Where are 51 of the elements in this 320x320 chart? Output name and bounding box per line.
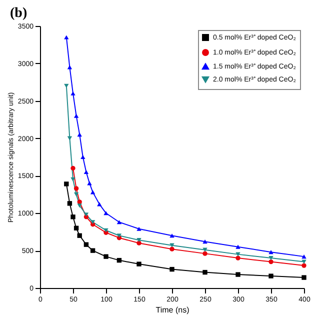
point xyxy=(70,214,76,220)
point xyxy=(116,234,122,238)
point xyxy=(80,154,86,160)
point xyxy=(77,204,82,208)
point xyxy=(202,270,208,275)
point xyxy=(136,262,142,266)
point xyxy=(74,186,79,191)
point xyxy=(64,182,69,186)
point xyxy=(170,266,174,272)
point xyxy=(136,240,142,246)
point xyxy=(77,233,82,238)
point xyxy=(302,263,306,268)
point xyxy=(74,226,79,230)
point xyxy=(70,166,76,171)
point xyxy=(302,275,306,280)
point xyxy=(136,226,142,231)
point xyxy=(136,238,142,242)
point xyxy=(170,246,174,252)
point xyxy=(202,240,208,244)
point xyxy=(104,254,108,259)
point xyxy=(67,65,72,70)
point xyxy=(64,35,69,40)
point xyxy=(64,84,69,88)
point xyxy=(116,220,122,224)
point xyxy=(236,244,240,249)
point xyxy=(268,274,274,278)
point xyxy=(70,177,76,182)
point xyxy=(77,132,82,137)
point xyxy=(268,259,274,264)
point xyxy=(74,192,79,196)
point xyxy=(236,272,240,277)
point xyxy=(268,250,274,254)
point xyxy=(74,114,79,118)
point xyxy=(84,170,89,174)
point xyxy=(90,190,96,194)
point xyxy=(84,212,89,217)
chart-title: (b) xyxy=(10,6,28,21)
point xyxy=(268,256,274,260)
point xyxy=(70,91,76,96)
x-axis-title: Time (ns) xyxy=(156,306,190,314)
point xyxy=(90,248,96,253)
point xyxy=(84,242,89,247)
point xyxy=(302,254,306,259)
point xyxy=(67,201,72,206)
point xyxy=(90,220,96,224)
point xyxy=(97,202,102,206)
point xyxy=(170,234,174,238)
point xyxy=(202,251,208,256)
point xyxy=(116,258,122,263)
point xyxy=(236,256,240,260)
point xyxy=(77,200,82,204)
